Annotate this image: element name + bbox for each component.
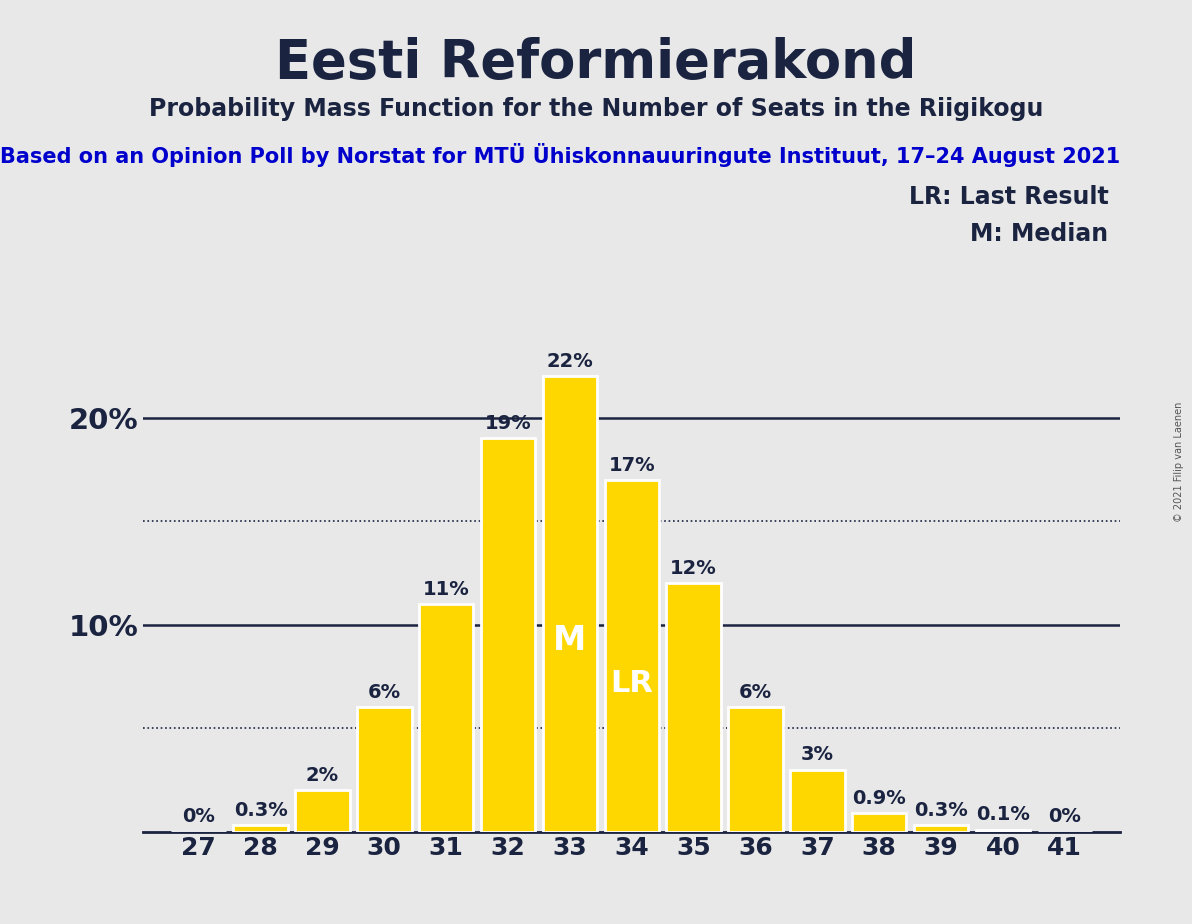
Text: © 2021 Filip van Laenen: © 2021 Filip van Laenen [1174,402,1184,522]
Text: 0.1%: 0.1% [976,806,1030,824]
Bar [790,770,845,832]
Bar [604,480,659,832]
Text: Probability Mass Function for the Number of Seats in the Riigikogu: Probability Mass Function for the Number… [149,97,1043,121]
Text: 17%: 17% [608,456,656,475]
Bar [480,438,535,832]
Text: 11%: 11% [423,579,470,599]
Text: 12%: 12% [670,559,718,578]
Text: 22%: 22% [546,352,594,371]
Bar [852,813,906,832]
Text: 19%: 19% [485,414,532,433]
Text: 0.3%: 0.3% [234,801,287,821]
Text: 0%: 0% [1049,808,1081,826]
Text: 0.9%: 0.9% [852,789,906,808]
Bar [418,604,473,832]
Bar [542,376,597,832]
Text: M: Median: M: Median [970,222,1109,246]
Text: 6%: 6% [368,683,401,702]
Bar [976,830,1030,832]
Text: 3%: 3% [801,746,834,764]
Text: 6%: 6% [739,683,772,702]
Text: LR: Last Result: LR: Last Result [908,185,1109,209]
Bar [728,708,783,832]
Bar [914,825,968,832]
Text: 0%: 0% [182,808,215,826]
Text: 0.3%: 0.3% [914,801,968,821]
Text: Eesti Reformierakond: Eesti Reformierakond [275,37,917,89]
Bar [358,708,411,832]
Bar [234,825,287,832]
Text: LR: LR [610,669,653,699]
Text: Based on an Opinion Poll by Norstat for MTÜ Ühiskonnauuringute Instituut, 17–24 : Based on an Opinion Poll by Norstat for … [0,143,1120,167]
Bar [296,790,349,832]
Text: 2%: 2% [306,766,339,785]
Bar [666,583,721,832]
Text: M: M [553,624,586,657]
